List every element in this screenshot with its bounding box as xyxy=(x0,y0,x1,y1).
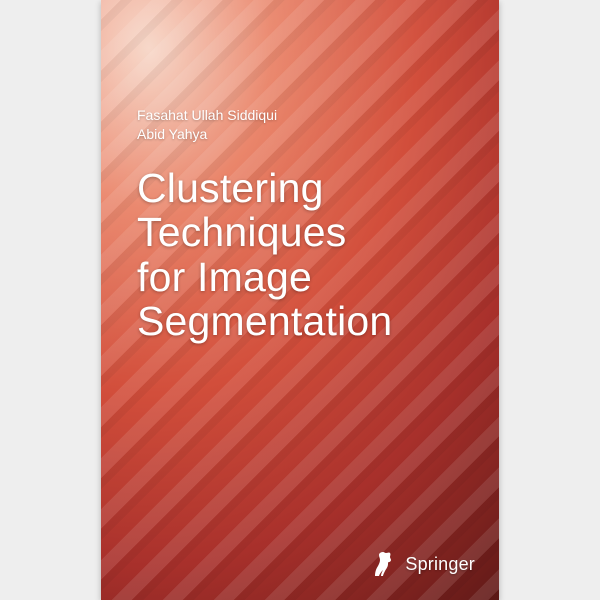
title-line: Segmentation xyxy=(137,299,459,343)
title-line: for Image xyxy=(137,255,459,299)
publisher-name: Springer xyxy=(405,554,475,575)
springer-horse-icon xyxy=(371,550,397,578)
title-line: Clustering xyxy=(137,166,459,210)
publisher-brand: Springer xyxy=(371,550,475,578)
author-block: Fasahat Ullah Siddiqui Abid Yahya xyxy=(137,106,277,144)
author-line: Fasahat Ullah Siddiqui xyxy=(137,106,277,125)
title-line: Techniques xyxy=(137,210,459,254)
page: Fasahat Ullah Siddiqui Abid Yahya Cluste… xyxy=(0,0,600,600)
book-cover: Fasahat Ullah Siddiqui Abid Yahya Cluste… xyxy=(101,0,499,600)
author-line: Abid Yahya xyxy=(137,125,277,144)
book-title: Clustering Techniques for Image Segmenta… xyxy=(137,166,459,343)
